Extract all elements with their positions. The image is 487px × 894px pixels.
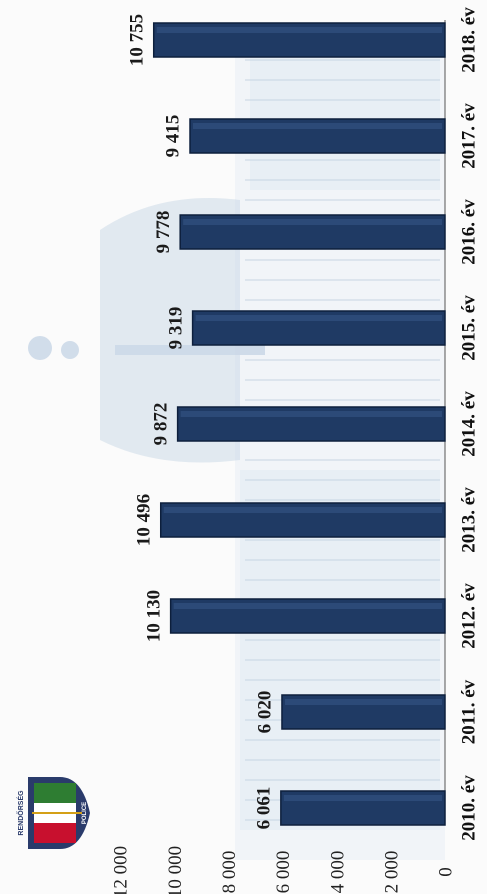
data-labels-group: 6 061 6 020 10 130 10 496 9 872 9 319 9 778 9 4…: [126, 14, 275, 830]
category-label: 2010. év: [459, 775, 480, 841]
data-label: 9 872: [150, 403, 171, 446]
bar-highlight: [173, 603, 443, 609]
data-label: 10 130: [143, 590, 164, 642]
data-label: 10 496: [133, 494, 154, 546]
category-label: 2017. év: [459, 103, 480, 169]
data-label: 10 755: [126, 14, 147, 66]
logo-text-top: RENDŐRSÉG: [16, 790, 25, 836]
logo-text-bottom: POLICE: [82, 802, 88, 824]
bar-highlight: [156, 27, 442, 33]
bar-highlight: [283, 795, 442, 801]
category-label: 2015. év: [459, 295, 480, 361]
value-axis-tick-label: 6 000: [273, 851, 294, 894]
bar-highlight: [163, 507, 442, 513]
bar-highlight: [195, 315, 442, 321]
value-axis-ticks: 0 2 000 4 000 6 000 8 000 10 000 12 000: [111, 846, 457, 894]
bar-highlight: [180, 411, 442, 417]
bars-group: [152, 22, 446, 826]
data-label: 6 020: [255, 691, 276, 734]
data-label: 9 319: [165, 307, 186, 350]
value-axis-tick-label: 10 000: [165, 846, 186, 894]
category-label: 2016. év: [459, 199, 480, 265]
data-label: 9 778: [153, 211, 174, 254]
value-axis-tick-label: 8 000: [219, 851, 240, 894]
value-axis-tick-label: 2 000: [381, 851, 402, 894]
data-label: 9 415: [163, 115, 184, 158]
category-label: 2013. év: [459, 487, 480, 553]
police-logo: RENDŐRSÉG POLICE: [16, 777, 90, 849]
bar-highlight: [284, 699, 442, 705]
value-axis-tick-label: 0: [436, 867, 457, 877]
category-label: 2012. év: [459, 583, 480, 649]
value-axis-tick-label: 12 000: [111, 846, 132, 894]
background-building-art: [28, 40, 445, 860]
category-labels-group: 2010. év 2011. év 2012. év 2013. év 2014. év…: [459, 7, 480, 841]
category-label: 2018. év: [459, 7, 480, 73]
bar-highlight: [183, 219, 442, 225]
category-label: 2011. év: [459, 679, 480, 744]
category-label: 2014. év: [459, 391, 480, 457]
bar-highlight: [193, 123, 442, 129]
value-axis-tick-label: 4 000: [327, 851, 348, 894]
data-label: 6 061: [253, 787, 274, 830]
